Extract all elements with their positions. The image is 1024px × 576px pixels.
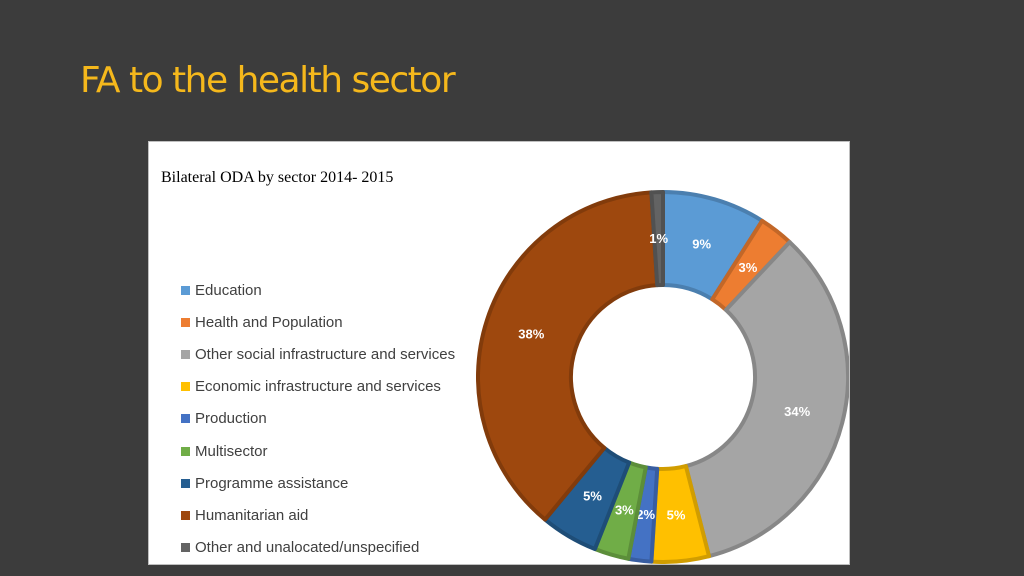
- legend-label: Multisector: [195, 442, 268, 460]
- legend-swatch: [181, 510, 190, 520]
- data-label-health-and-population: 3%: [738, 260, 757, 275]
- legend-swatch: [181, 414, 190, 424]
- legend-label: Other social infrastructure and services: [195, 345, 456, 363]
- legend-swatch: [181, 478, 190, 488]
- legend-label: Production: [195, 410, 267, 428]
- legend-label: Health and Population: [195, 313, 343, 331]
- legend-label: Economic infrastructure and services: [195, 378, 441, 396]
- slice-humanitarian-aid: [476, 190, 660, 522]
- slide-title: FA to the health sector: [80, 60, 456, 101]
- legend-swatch: [181, 317, 190, 327]
- legend-item-other-unallocated: Other and unalocated/unspecified: [181, 532, 455, 564]
- data-label-production: 2%: [636, 507, 655, 522]
- legend-item-health-and-population: Health and Population: [181, 306, 455, 338]
- legend-item-education: Education: [181, 274, 455, 306]
- legend-swatch: [181, 543, 190, 553]
- chart-title: Bilateral ODA by sector 2014- 2015: [161, 169, 394, 186]
- legend-swatch: [181, 285, 190, 295]
- donut-chart: 9%3%34%5%2%3%5%38%1%: [476, 190, 849, 564]
- legend-item-economic-infrastructure: Economic infrastructure and services: [181, 371, 455, 403]
- slice-other-and-unalocated-unspecified: [649, 190, 665, 288]
- legend-item-multisector: Multisector: [181, 435, 455, 467]
- legend-swatch: [181, 446, 190, 456]
- legend-item-programme-assistance: Programme assistance: [181, 467, 455, 499]
- data-label-economic-infrastructure-and-services: 5%: [667, 507, 686, 522]
- legend-label: Humanitarian aid: [195, 506, 309, 524]
- legend-swatch: [181, 382, 190, 392]
- legend-label: Other and unalocated/unspecified: [195, 539, 420, 557]
- chart-legend: Education Health and Population Other so…: [181, 274, 455, 564]
- legend-item-humanitarian-aid: Humanitarian aid: [181, 499, 455, 531]
- data-label-other-and-unalocated-unspecified: 1%: [649, 231, 668, 246]
- legend-item-production: Production: [181, 403, 455, 435]
- data-label-multisector: 3%: [615, 503, 634, 518]
- legend-swatch: [181, 349, 190, 359]
- data-label-education: 9%: [692, 236, 711, 251]
- data-label-humanitarian-aid: 38%: [518, 327, 544, 342]
- data-label-programme-assistance: 5%: [583, 489, 602, 504]
- data-label-other-social-infrastructure-and-services: 34%: [784, 404, 810, 419]
- legend-label: Programme assistance: [195, 474, 349, 492]
- legend-label: Education: [195, 281, 262, 299]
- chart-panel: Bilateral ODA by sector 2014- 2015 Educa…: [148, 141, 850, 565]
- slice-other-social-infrastructure-and-services: [683, 240, 849, 559]
- legend-item-other-social-infrastructure: Other social infrastructure and services: [181, 338, 455, 370]
